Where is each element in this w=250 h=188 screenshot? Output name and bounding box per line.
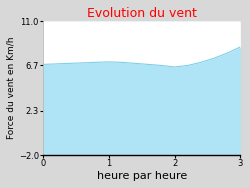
X-axis label: heure par heure: heure par heure bbox=[96, 171, 187, 181]
Y-axis label: Force du vent en Km/h: Force du vent en Km/h bbox=[7, 37, 16, 139]
Title: Evolution du vent: Evolution du vent bbox=[87, 7, 197, 20]
